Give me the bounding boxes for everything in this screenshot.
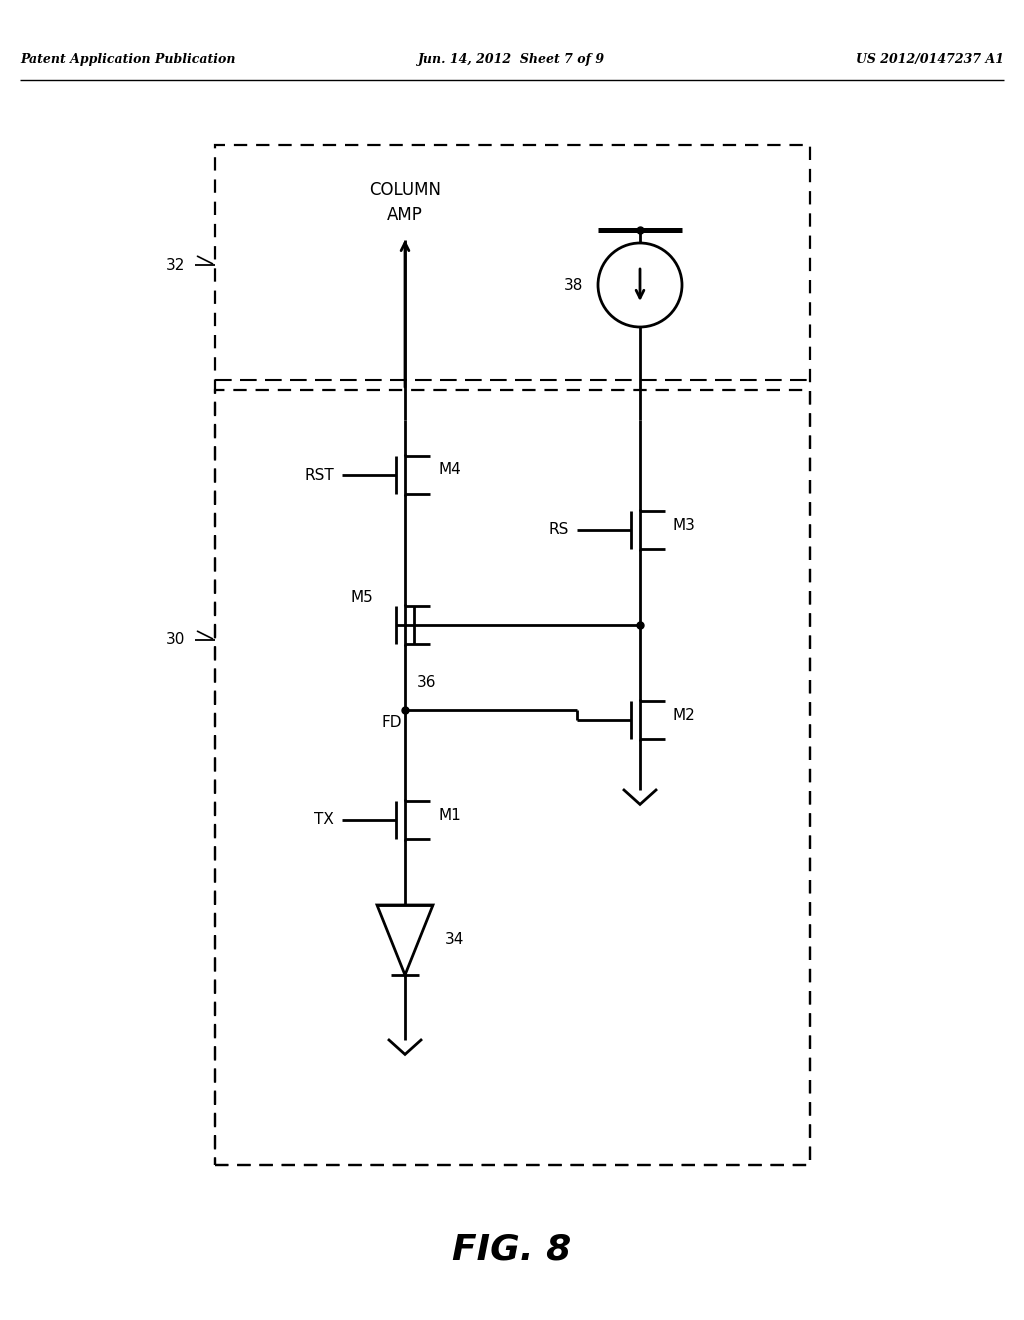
Text: M1: M1 [438, 808, 461, 822]
Text: M4: M4 [438, 462, 461, 478]
Bar [215, 145, 810, 1166]
Text: COLUMN: COLUMN [369, 181, 441, 199]
Text: RST: RST [304, 467, 334, 483]
Text: TX: TX [314, 813, 334, 828]
Text: US 2012/0147237 A1: US 2012/0147237 A1 [856, 54, 1004, 66]
Text: 32: 32 [166, 257, 185, 272]
Text: Patent Application Publication: Patent Application Publication [20, 54, 236, 66]
Text: M3: M3 [673, 517, 696, 532]
Text: M2: M2 [673, 708, 695, 722]
Text: 30: 30 [166, 632, 185, 648]
Text: AMP: AMP [387, 206, 423, 224]
Text: FIG. 8: FIG. 8 [453, 1233, 571, 1267]
Bar [215, 389, 810, 1166]
Text: Jun. 14, 2012  Sheet 7 of 9: Jun. 14, 2012 Sheet 7 of 9 [419, 54, 605, 66]
Text: 38: 38 [563, 277, 583, 293]
Text: 34: 34 [445, 932, 464, 948]
Text: 36: 36 [417, 675, 436, 690]
Text: M5: M5 [351, 590, 374, 605]
Text: FD: FD [382, 715, 402, 730]
Text: RS: RS [549, 523, 569, 537]
